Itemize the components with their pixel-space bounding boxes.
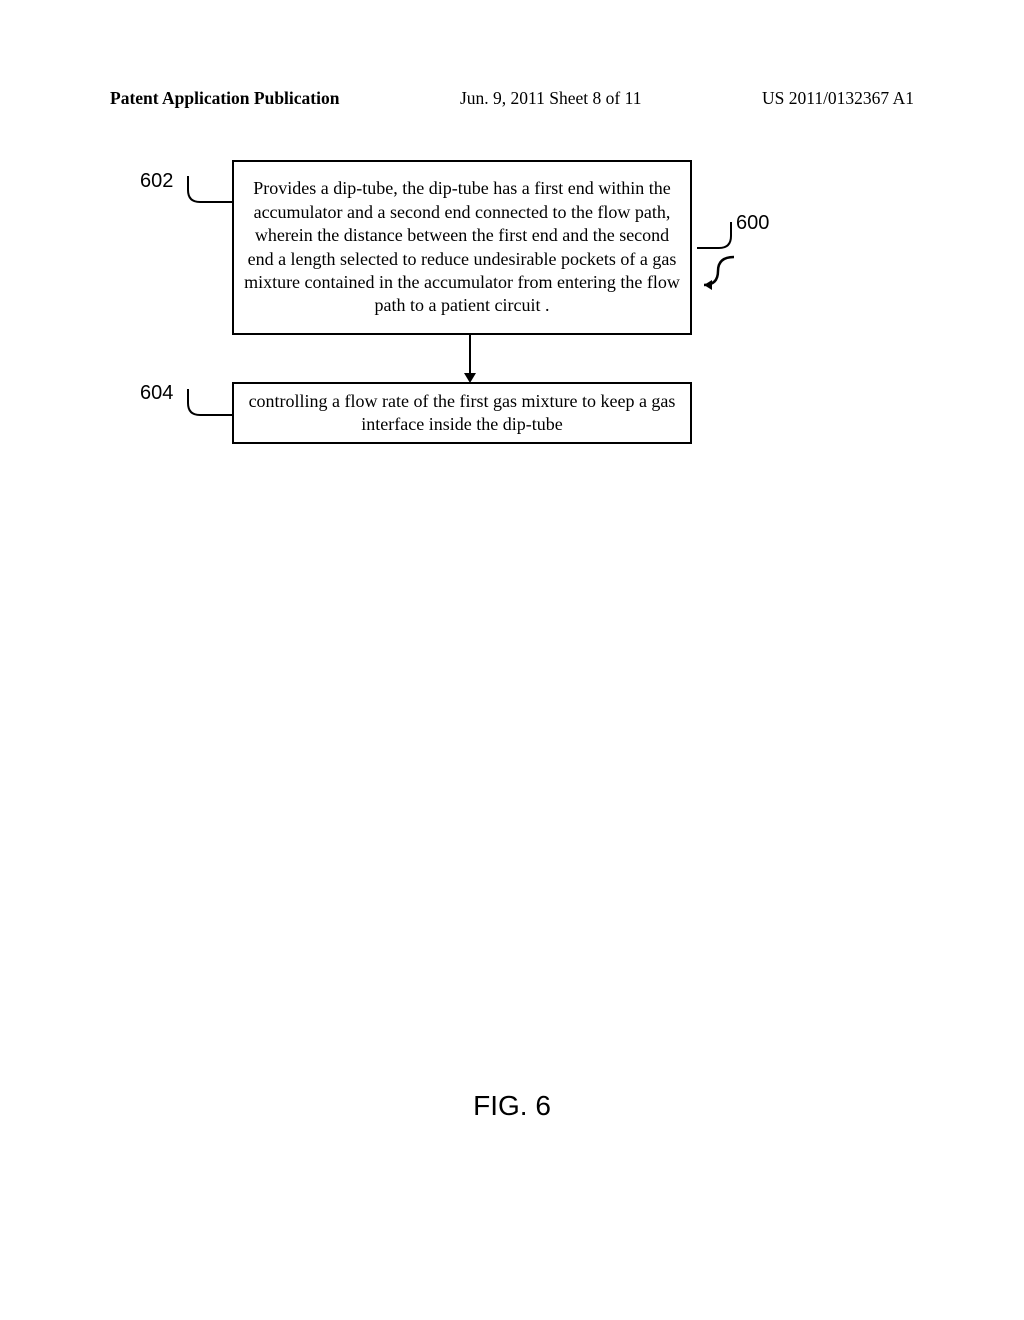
header-center: Jun. 9, 2011 Sheet 8 of 11 [460, 88, 641, 109]
arrow-600-icon [700, 253, 738, 291]
hook-600-icon [697, 220, 733, 254]
figure-label: FIG. 6 [0, 1090, 1024, 1122]
flowchart-node-604: controlling a flow rate of the first gas… [232, 382, 692, 444]
node-label-602: 602 [140, 170, 173, 193]
node-text-602: Provides a dip-tube, the dip-tube has a … [244, 177, 680, 317]
arrow-connector-icon [460, 335, 480, 385]
page-header: Patent Application Publication Jun. 9, 2… [0, 88, 1024, 109]
hook-602-icon [186, 174, 232, 206]
flowchart-node-602: Provides a dip-tube, the dip-tube has a … [232, 160, 692, 335]
header-right: US 2011/0132367 A1 [762, 88, 914, 109]
header-left: Patent Application Publication [110, 88, 339, 109]
hook-604-icon [186, 387, 232, 419]
node-text-604: controlling a flow rate of the first gas… [244, 390, 680, 437]
node-label-604: 604 [140, 382, 173, 405]
diagram-label-600: 600 [736, 212, 769, 235]
